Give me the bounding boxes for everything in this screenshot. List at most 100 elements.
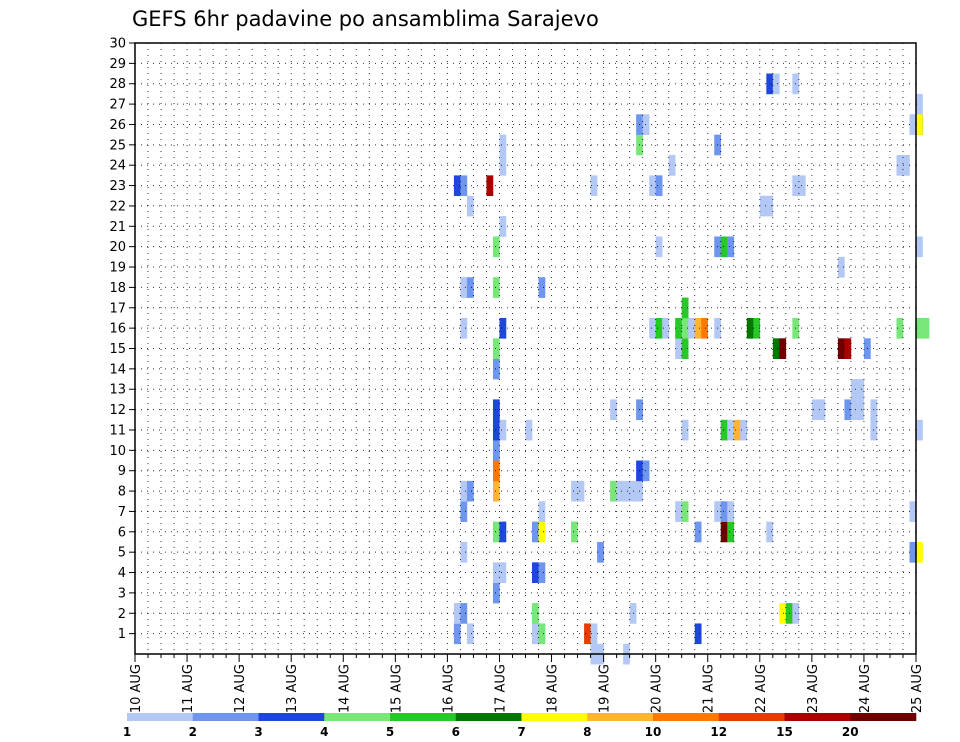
heatmap-cell [492,358,500,380]
heatmap-cell [492,440,500,461]
x-tick-label: 12 AUG [233,664,248,713]
legend-label: 5 [386,725,394,739]
heatmap-cell [733,419,741,441]
x-tick-label: 17 AUG [493,664,508,713]
heatmap-cell [720,236,728,258]
heatmap-cell [492,521,500,543]
y-tick-label: 3 [118,586,126,601]
heatmap-cell [694,623,702,645]
heatmap-cell [525,419,533,441]
heatmap-cell [779,338,787,359]
heatmap-cell [916,236,923,258]
x-tick-label: 11 AUG [181,664,196,713]
x-tick-label: 24 AUG [858,664,873,713]
legend-label: 20 [842,725,859,739]
x-tick-label: 22 AUG [754,664,769,713]
y-tick-label: 5 [118,546,126,561]
heatmap-cell [571,480,578,502]
heatmap-cell [850,399,858,421]
heatmap-cell [538,562,546,584]
heatmap-cell [766,73,774,95]
heatmap-cell [466,480,474,502]
heatmap-cell [538,277,546,298]
legend-swatch [455,713,522,721]
heatmap-cell [727,419,735,441]
y-tick-label: 2 [118,607,126,622]
heatmap-cell [909,501,917,522]
heatmap-cell [681,338,689,359]
legend-label: 6 [452,725,460,739]
heatmap-cell [811,399,819,421]
heatmap-cell [460,277,468,298]
heatmap-cell [642,114,650,135]
heatmap-cell [499,317,507,339]
legend-label: 15 [776,725,793,739]
heatmap-cell [453,623,461,645]
y-tick-label: 16 [109,322,126,337]
heatmap-cell [492,419,500,441]
y-tick-label: 1 [118,627,126,642]
heatmap-cell [798,175,806,197]
y-tick-label: 18 [109,281,126,296]
y-tick-label: 23 [109,179,126,194]
heatmap-cell [499,419,507,441]
legend-swatch [587,713,654,721]
legend-swatch [784,713,851,721]
legend-label: 8 [583,725,591,739]
x-tick-label: 25 AUG [910,664,925,713]
heatmap-cell [909,114,917,135]
heatmap-cell [681,297,689,319]
heatmap-cell [727,236,735,258]
chart-title: GEFS 6hr padavine po ansamblima Sarajevo [132,7,599,31]
legend-label: 10 [645,725,662,739]
y-tick-label: 19 [109,261,126,276]
heatmap-cell [538,501,546,522]
heatmap-cell [499,562,507,584]
heatmap-cell [837,256,845,278]
heatmap-cell [857,379,865,400]
heatmap-cell [538,623,546,645]
heatmap-cell [896,155,904,176]
y-tick-label: 25 [109,138,126,153]
heatmap-cell [909,541,917,563]
color-legend: 1 2 3 4 5 6 7 8 10 12 15 20 [123,713,917,739]
heatmap-cell [916,317,923,339]
y-tick-label: 9 [118,464,126,479]
heatmap-cell [642,460,650,482]
heatmap-cell [720,521,728,543]
heatmap-cell [466,195,474,217]
x-tick-label: 13 AUG [285,664,300,713]
heatmap-cell [584,623,591,645]
y-tick-label: 28 [109,77,126,92]
heatmap-cell [649,175,656,197]
heatmap-cell [453,603,461,624]
x-tick-label: 16 AUG [441,664,456,713]
heatmap-cell [492,236,500,258]
y-tick-label: 14 [109,362,126,377]
heatmap-cell [492,399,500,421]
y-tick-label: 22 [109,199,126,214]
y-tick-label: 4 [118,566,126,581]
y-tick-label: 27 [109,98,126,113]
heatmap-cell [590,175,598,197]
heatmap-cell [571,521,578,543]
legend-swatch [127,713,194,721]
heatmap-cell [492,460,500,482]
heatmap-cell [453,175,461,197]
heatmap-cell [694,521,702,543]
heatmap-cell [675,317,682,339]
y-tick-label: 15 [109,342,126,357]
heatmap-cell [538,521,546,543]
heatmap-cell [681,317,689,339]
heatmap-cell [655,175,663,197]
x-tick-label: 20 AUG [650,664,665,713]
y-tick-label: 21 [109,220,126,235]
heatmap-cell [532,603,539,624]
heatmap-cell [766,195,774,217]
heatmap-cell [720,419,728,441]
heatmap-cell [649,317,656,339]
heatmap-cell [610,399,617,421]
legend-swatch [653,713,720,721]
legend-swatch [390,713,457,721]
x-tick-label: 15 AUG [389,664,404,713]
